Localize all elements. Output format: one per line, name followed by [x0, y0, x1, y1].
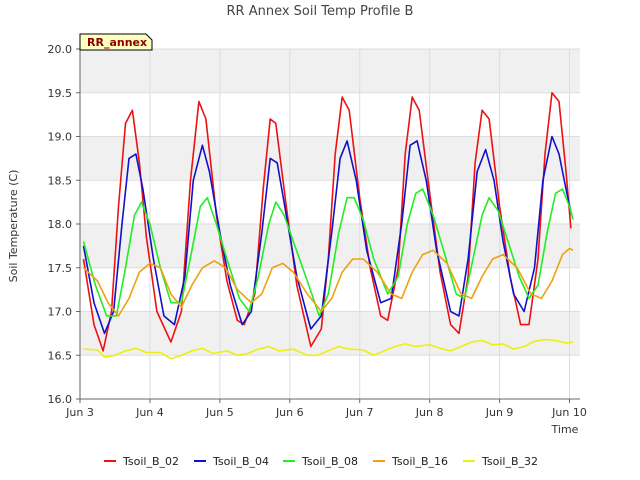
- legend-label: Tsoil_B_08: [301, 455, 358, 468]
- legend-label: Tsoil_B_16: [391, 455, 448, 468]
- legend-item: Tsoil_B_32: [463, 455, 538, 468]
- series-line-tsoil-b-16: [82, 247, 574, 317]
- legend-label: Tsoil_B_04: [212, 455, 269, 468]
- x-tick-label: Jun 10: [551, 406, 587, 419]
- x-tick-label: Jun 6: [275, 406, 304, 419]
- y-tick-label: 20.0: [48, 43, 73, 56]
- y-tick-label: 17.5: [48, 262, 73, 275]
- station-badge: RR_annex: [79, 33, 153, 51]
- axes: [76, 48, 580, 403]
- y-axis-title: Soil Temperature (C): [7, 170, 20, 283]
- x-tick-label: Jun 4: [135, 406, 164, 419]
- station-badge-label: RR_annex: [87, 36, 147, 49]
- y-tick-label: 19.5: [48, 87, 73, 100]
- legend: Tsoil_B_02 Tsoil_B_04 Tsoil_B_08 Tsoil_B_16…: [104, 455, 538, 468]
- y-tick-label: 18.0: [48, 218, 73, 231]
- x-tick-label: Jun 7: [345, 406, 374, 419]
- station-badge-box: [79, 33, 153, 51]
- legend-label: Tsoil_B_02: [122, 455, 179, 468]
- x-tick-label: Jun 5: [205, 406, 234, 419]
- y-tick-label: 16.0: [48, 393, 73, 406]
- legend-item: Tsoil_B_04: [194, 455, 269, 468]
- series-line-tsoil-b-02: [82, 92, 572, 352]
- legend-label: Tsoil_B_32: [481, 455, 538, 468]
- y-tick-label: 16.5: [48, 349, 73, 362]
- plot-band: [80, 136, 580, 181]
- plot-band: [80, 311, 580, 356]
- series-line-tsoil-b-32: [83, 338, 574, 360]
- legend-item: Tsoil_B_08: [283, 455, 358, 468]
- series-line-tsoil-b-08: [82, 188, 574, 317]
- x-axis-title: Time: [551, 423, 579, 436]
- plot-band: [80, 49, 580, 93]
- legend-item: Tsoil_B_16: [373, 455, 448, 468]
- x-tick-labels: Jun 3 Jun 4 Jun 5 Jun 6 Jun 7 Jun 8 Jun 9 Jun 1…: [65, 406, 587, 419]
- y-tick-label: 18.5: [48, 174, 73, 187]
- x-tick-label: Jun 8: [415, 406, 444, 419]
- series-line-tsoil-b-04: [82, 135, 573, 335]
- legend-item: Tsoil_B_02: [104, 455, 179, 468]
- series-layer: [82, 92, 574, 360]
- y-tick-labels: 16.0 16.5 17.0 17.5 18.0 18.5 19.0 19.5 20.0: [48, 43, 73, 406]
- y-tick-label: 19.0: [48, 131, 73, 144]
- x-tick-label: Jun 9: [485, 406, 514, 419]
- y-tick-label: 17.0: [48, 306, 73, 319]
- chart-title: RR Annex Soil Temp Profile B: [227, 4, 414, 19]
- x-tick-label: Jun 3: [65, 406, 94, 419]
